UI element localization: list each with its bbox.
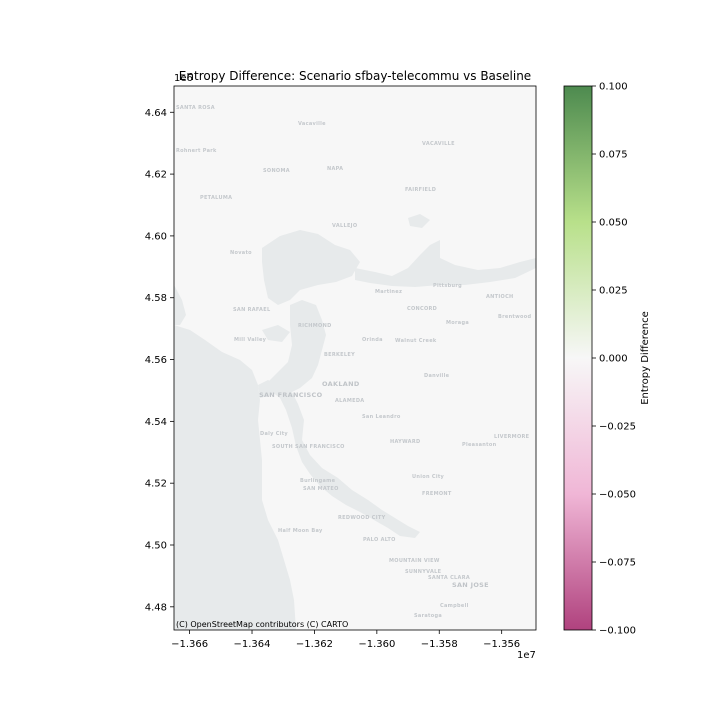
place-label: Orinda [362, 337, 383, 343]
place-label: BERKELEY [324, 352, 355, 358]
colorbar-tick-label: 0.100 [599, 82, 628, 93]
y-offset-label: 1e6 [174, 73, 193, 84]
colorbar-ticks: −0.100 −0.075 −0.050 −0.025 0.000 0.025 0.050 0… [592, 82, 636, 637]
place-label: VALLEJO [332, 223, 357, 229]
place-label: Daly City [260, 431, 288, 437]
place-label: VACAVILLE [422, 141, 455, 147]
place-label: Mill Valley [234, 337, 267, 343]
place-label: SONOMA [263, 168, 290, 174]
suisun-bay [355, 240, 536, 287]
place-label: SAN JOSE [452, 581, 489, 589]
axes-frame [173, 85, 537, 631]
place-label: Pittsburg [433, 283, 462, 289]
reservoir [408, 214, 430, 228]
place-label: SAN RAFAEL [233, 307, 271, 313]
place-label: Rohnert Park [176, 148, 217, 154]
place-label: Vacaville [298, 121, 326, 127]
colorbar-tick-label: −0.075 [599, 558, 636, 569]
place-label: SOUTH SAN FRANCISCO [272, 444, 345, 450]
place-label: REDWOOD CITY [338, 515, 386, 521]
place-label: ANTIOCH [486, 294, 514, 300]
y-tick-label: 4.62 [145, 170, 167, 181]
x-tick-label: −1.360 [358, 639, 395, 650]
place-label: Walnut Creek [395, 338, 437, 344]
place-label: SANTA ROSA [176, 105, 215, 111]
basemap: SANTA ROSA Rohnert Park PETALUMA SONOMA … [174, 86, 536, 630]
place-label: Union City [412, 474, 445, 480]
place-label: OAKLAND [322, 380, 360, 388]
y-axis-ticks: 4.48 4.50 4.52 4.54 4.56 4.58 4.60 4.62 4.64 [145, 108, 174, 613]
place-label: SANTA CLARA [428, 575, 470, 581]
y-tick-label: 4.56 [145, 355, 167, 366]
colorbar-label: Entropy Difference [640, 311, 651, 405]
san-pablo-bay [262, 230, 360, 305]
place-label: PALO ALTO [363, 537, 396, 543]
place-label: Brentwood [498, 314, 532, 320]
y-tick-label: 4.52 [145, 479, 167, 490]
map-attribution: (C) OpenStreetMap contributors (C) CARTO [176, 620, 348, 629]
place-label: HAYWARD [390, 439, 420, 445]
place-label: LIVERMORE [494, 434, 530, 440]
place-labels: SANTA ROSA Rohnert Park PETALUMA SONOMA … [176, 105, 532, 619]
golden-gate-strait [258, 380, 278, 398]
place-label: Pleasanton [462, 442, 497, 448]
place-label: PETALUMA [200, 195, 232, 201]
x-offset-label: 1e7 [517, 650, 536, 661]
colorbar-tick-label: −0.050 [599, 490, 636, 501]
x-tick-label: −1.358 [421, 639, 458, 650]
y-tick-label: 4.54 [145, 417, 167, 428]
pacific-ocean [174, 325, 296, 630]
colorbar-tick-label: 0.050 [599, 218, 628, 229]
place-label: Burlingame [300, 478, 336, 484]
y-tick-label: 4.48 [145, 602, 167, 613]
colorbar-tick-label: −0.100 [599, 626, 636, 637]
place-label: MOUNTAIN VIEW [389, 558, 440, 564]
colorbar-tick-label: −0.025 [599, 422, 636, 433]
colorbar-tick-label: 0.025 [599, 286, 628, 297]
place-label: FREMONT [422, 491, 452, 497]
place-label: FAIRFIELD [405, 187, 436, 193]
place-label: Martinez [375, 289, 402, 295]
colorbar-tick-label: 0.000 [599, 354, 628, 365]
place-label: SAN MATEO [303, 486, 339, 492]
colorbar-tick-label: 0.075 [599, 150, 628, 161]
place-label: San Leandro [362, 414, 401, 420]
place-label: Half Moon Bay [278, 528, 323, 534]
place-label: Moraga [446, 320, 469, 326]
x-tick-label: −1.366 [171, 639, 208, 650]
place-label: Novato [230, 250, 252, 256]
x-tick-label: −1.356 [483, 639, 520, 650]
northern-coast-water [174, 285, 186, 325]
central-and-south-bay [268, 300, 420, 538]
richardson-bay [262, 325, 290, 342]
place-label: ALAMEDA [335, 398, 364, 404]
x-tick-label: −1.362 [296, 639, 333, 650]
place-label: Campbell [440, 603, 469, 609]
y-tick-label: 4.50 [145, 541, 167, 552]
y-tick-label: 4.64 [145, 108, 167, 119]
x-axis-ticks: −1.366 −1.364 −1.362 −1.360 −1.358 −1.356 [171, 630, 520, 650]
y-tick-label: 4.58 [145, 293, 167, 304]
place-label: CONCORD [407, 306, 437, 312]
place-label: Saratoga [414, 613, 442, 619]
place-label: SAN FRANCISCO [259, 391, 323, 399]
place-label: NAPA [327, 166, 343, 172]
y-tick-label: 4.60 [145, 231, 167, 242]
colorbar [563, 85, 593, 631]
place-label: RICHMOND [298, 323, 332, 329]
place-label: Danville [424, 373, 450, 379]
place-label: SUNNYVALE [405, 569, 442, 575]
x-tick-label: −1.364 [234, 639, 271, 650]
figure-title: Entropy Difference: Scenario sfbay-telec… [179, 69, 531, 83]
